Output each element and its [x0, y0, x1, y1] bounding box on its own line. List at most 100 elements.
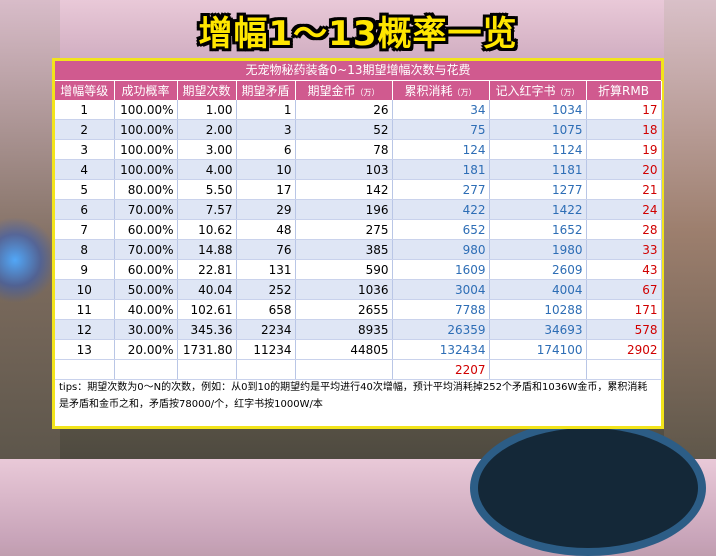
- total-cost-cell: 2207: [392, 359, 490, 380]
- table-cell: 1: [55, 100, 115, 120]
- table-row: 7 60.00% 10.62 48 275 652 1652 28: [55, 219, 662, 240]
- table-cell: 4.00: [177, 159, 237, 180]
- table-cell: [586, 359, 662, 380]
- table-cell: 26: [295, 100, 393, 120]
- table-cell: 18: [586, 119, 662, 140]
- table-cell: 2609: [489, 259, 587, 280]
- table-cell: 13: [55, 339, 115, 360]
- table-cell: 20: [586, 159, 662, 180]
- table-cell: 8935: [295, 319, 393, 340]
- table-row: 13 20.00% 1731.80 11234 44805 132434 174100 290…: [55, 339, 662, 360]
- table-cell: 2902: [586, 339, 662, 360]
- table-cell: 590: [295, 259, 393, 280]
- table-cell: 60.00%: [114, 219, 178, 240]
- table-cell: 142: [295, 179, 393, 200]
- table-cell: 181: [392, 159, 490, 180]
- table-cell: [295, 359, 393, 380]
- table-row: 11 40.00% 102.61 658 2655 7788 10288 171: [55, 299, 662, 320]
- column-header-unit: （万）: [355, 88, 380, 97]
- table-cell: 2.00: [177, 119, 237, 140]
- table-cell: 1036: [295, 279, 393, 300]
- column-header-label: 成功概率: [121, 84, 170, 98]
- table-row: 2 100.00% 2.00 3 52 75 1075 18: [55, 119, 662, 140]
- table-cell: 33: [586, 239, 662, 260]
- table-cell: 19: [586, 139, 662, 160]
- table-cell: 174100: [489, 339, 587, 360]
- table-cell: 21: [586, 179, 662, 200]
- table-cell: 1277: [489, 179, 587, 200]
- column-header: 期望矛盾: [236, 81, 296, 100]
- table-cell: 980: [392, 239, 490, 260]
- table-cell: 103: [295, 159, 393, 180]
- table-row: 4 100.00% 4.00 10 103 181 1181 20: [55, 159, 662, 180]
- table-cell: 6: [55, 199, 115, 220]
- column-header: 记入红字书（万）: [489, 81, 587, 100]
- table-cell: 1.00: [177, 100, 237, 120]
- column-header: 期望金币（万）: [295, 81, 393, 100]
- table-cell: 17: [236, 179, 296, 200]
- table-cell: 75: [392, 119, 490, 140]
- table-cell: 5.50: [177, 179, 237, 200]
- table-cell: 100.00%: [114, 139, 178, 160]
- table-cell: 196: [295, 199, 393, 220]
- table-cell: 10: [55, 279, 115, 300]
- table-cell: 1: [236, 100, 296, 120]
- column-header: 累积消耗（万）: [392, 81, 490, 100]
- table-cell: 2234: [236, 319, 296, 340]
- table-cell: 11: [55, 299, 115, 320]
- table-cell: 252: [236, 279, 296, 300]
- table-cell: [177, 359, 237, 380]
- table-cell: 171: [586, 299, 662, 320]
- table-cell: 2655: [295, 299, 393, 320]
- table-cell: 28: [586, 219, 662, 240]
- table-cell: 100.00%: [114, 119, 178, 140]
- table-cell: 345.36: [177, 319, 237, 340]
- table-cell: 60.00%: [114, 259, 178, 280]
- table-cell: [114, 359, 178, 380]
- column-header: 成功概率: [114, 81, 178, 100]
- table-cell: 1124: [489, 139, 587, 160]
- table-cell: 50.00%: [114, 279, 178, 300]
- table-cell: 7: [55, 219, 115, 240]
- table-cell: 26359: [392, 319, 490, 340]
- portal-glow: [0, 215, 50, 305]
- table-cell: 1034: [489, 100, 587, 120]
- table-cell: 132434: [392, 339, 490, 360]
- table-cell: 100.00%: [114, 159, 178, 180]
- table-cell: 2: [55, 119, 115, 140]
- table-cell: 40.00%: [114, 299, 178, 320]
- table-cell: 1075: [489, 119, 587, 140]
- table-row: 1 100.00% 1.00 1 26 34 1034 17: [55, 100, 662, 120]
- table-cell: 24: [586, 199, 662, 220]
- column-header-label: 期望次数: [182, 84, 231, 98]
- table-row: 9 60.00% 22.81 131 590 1609 2609 43: [55, 259, 662, 280]
- tips-text: tips：期望次数为0～N的次数，例如：从0到10的期望约是平均进行40次增幅，…: [59, 382, 648, 410]
- table-caption: 无宠物秘药装备0~13期望增幅次数与花费: [55, 61, 661, 81]
- table-cell: 17: [586, 100, 662, 120]
- table-cell: 3004: [392, 279, 490, 300]
- table-row: 12 30.00% 345.36 2234 8935 26359 34693 578: [55, 319, 662, 340]
- table-cell: 52: [295, 119, 393, 140]
- table-cell: 43: [586, 259, 662, 280]
- table-cell: 70.00%: [114, 199, 178, 220]
- table-cell: 44805: [295, 339, 393, 360]
- column-header: 增幅等级: [55, 81, 115, 100]
- table-cell: 30.00%: [114, 319, 178, 340]
- table-cell: 34693: [489, 319, 587, 340]
- table-cell: 4: [55, 159, 115, 180]
- table-cell: 10288: [489, 299, 587, 320]
- table-cell: 9: [55, 259, 115, 280]
- table-cell: 70.00%: [114, 239, 178, 260]
- table-header-row: 增幅等级 成功概率 期望次数 期望矛盾 期望金币（万） 累积消耗（万） 记入红字书（万） 折算…: [55, 81, 662, 100]
- table-cell: [489, 359, 587, 380]
- table-row: 8 70.00% 14.88 76 385 980 1980 33: [55, 239, 662, 260]
- table-cell: 22.81: [177, 259, 237, 280]
- table-cell: 40.04: [177, 279, 237, 300]
- table-cell: 131: [236, 259, 296, 280]
- column-header-unit: （万）: [452, 88, 477, 97]
- table-cell: 34: [392, 100, 490, 120]
- table-cell: 48: [236, 219, 296, 240]
- table-row: 3 100.00% 3.00 6 78 124 1124 19: [55, 139, 662, 160]
- column-header-label: 期望金币: [307, 84, 356, 98]
- table-cell: 100.00%: [114, 100, 178, 120]
